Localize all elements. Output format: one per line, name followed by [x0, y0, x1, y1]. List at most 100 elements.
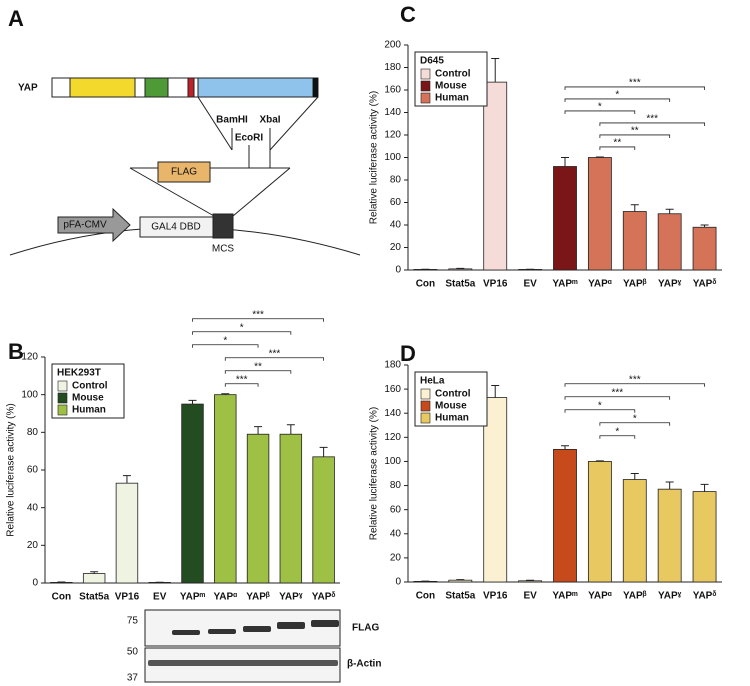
- protein-label: YAP: [18, 83, 38, 94]
- y-tick-label: 0: [395, 265, 401, 276]
- band: [148, 660, 338, 666]
- error-bar: [456, 579, 465, 581]
- y-tick-label: 60: [390, 197, 402, 208]
- legend-title: HEK293T: [57, 368, 101, 379]
- x-tick-label: YAPᵅ: [213, 592, 237, 603]
- y-tick-label: 120: [384, 432, 401, 443]
- domain: [144, 77, 169, 98]
- significance-label: ***: [269, 348, 281, 359]
- marker-label: 37: [127, 673, 139, 684]
- error-bar: [491, 384, 500, 398]
- y-axis-label: Relative luciferase activity (%): [6, 403, 17, 536]
- y-tick-label: 100: [21, 389, 38, 400]
- y-tick-label: 0: [32, 578, 38, 589]
- significance-bracket: [192, 318, 325, 322]
- bar: [587, 461, 612, 583]
- blot-panel: [144, 609, 341, 647]
- y-tick-label: 160: [384, 384, 401, 395]
- promoter-arrow: [57, 207, 131, 243]
- bar: [246, 433, 270, 584]
- x-tick-label: YAPᵟ: [312, 592, 336, 603]
- x-tick-label: Con: [416, 591, 435, 602]
- mcs-label: MCS: [212, 244, 235, 255]
- significance-bracket: [564, 98, 671, 102]
- tag-box: [157, 161, 211, 183]
- band: [277, 622, 305, 629]
- legend-label: Human: [435, 93, 469, 104]
- bar: [448, 579, 473, 583]
- significance-bracket: [599, 146, 636, 150]
- bar: [181, 403, 204, 584]
- significance-label: *: [615, 426, 619, 437]
- error-bar: [221, 393, 230, 395]
- domain-label: GAL4 DBD: [151, 222, 200, 233]
- significance-bracket: [192, 344, 259, 348]
- connector: [197, 96, 233, 151]
- y-tick-label: 20: [27, 540, 39, 551]
- significance-bracket: [564, 396, 671, 400]
- significance-bracket: [192, 331, 292, 335]
- panel-label: C: [400, 2, 416, 27]
- band: [311, 620, 339, 627]
- domain: [197, 77, 314, 98]
- x-tick-label: Stat5a: [445, 279, 475, 290]
- bar: [115, 482, 139, 584]
- y-tick-label: 200: [384, 40, 401, 51]
- bar: [553, 448, 577, 583]
- y-tick-label: 120: [21, 352, 38, 363]
- legend-title: HeLa: [420, 376, 445, 387]
- x-tick-label: YAPᵝ: [246, 592, 270, 603]
- bar: [448, 268, 473, 271]
- legend-swatch: [420, 80, 431, 92]
- y-tick-label: 100: [384, 456, 401, 467]
- x-tick-label: YAPᵐ: [180, 592, 206, 603]
- significance-label: *: [240, 322, 244, 333]
- bar-chart: B 0 20 40 60 80 100 120 Relative luciferase acti…: [6, 309, 340, 603]
- blot-row-label: FLAG: [352, 623, 379, 634]
- bar: [312, 456, 335, 584]
- y-tick-label: 180: [384, 360, 401, 371]
- significance-label: ***: [236, 374, 248, 385]
- x-tick-label: Con: [52, 592, 71, 603]
- x-tick-label: YAPᵅ: [588, 279, 612, 290]
- mcs-box: [212, 213, 234, 239]
- error-bar: [665, 208, 674, 214]
- y-tick-label: 120: [384, 130, 401, 141]
- bar: [483, 81, 508, 271]
- error-bar: [90, 571, 99, 574]
- marker-label: 50: [127, 647, 139, 658]
- significance-bracket: [599, 134, 671, 138]
- bar: [553, 166, 577, 271]
- bar: [518, 580, 543, 583]
- error-bar: [630, 204, 639, 212]
- band: [172, 630, 200, 635]
- x-tick-label: YAPᵟ: [693, 279, 717, 290]
- significance-bracket: [599, 435, 636, 439]
- connector: [269, 96, 319, 151]
- significance-label: **: [254, 361, 262, 372]
- y-tick-label: 60: [27, 465, 39, 476]
- x-tick-label: YAPᵟ: [693, 591, 717, 602]
- legend-label: Control: [435, 69, 471, 80]
- bar: [692, 491, 717, 583]
- bar: [279, 433, 303, 584]
- x-tick-label: YAPᵐ: [552, 279, 578, 290]
- significance-label: ***: [611, 387, 623, 398]
- significance-bracket: [564, 86, 705, 90]
- significance-label: *: [615, 90, 619, 101]
- y-tick-label: 140: [384, 107, 401, 118]
- band: [208, 629, 236, 634]
- error-bar: [595, 156, 604, 158]
- significance-label: **: [631, 126, 639, 137]
- bar: [622, 479, 647, 583]
- legend-title: D645: [420, 56, 444, 67]
- panel-label: B: [8, 339, 24, 364]
- legend-swatch: [57, 404, 68, 416]
- tag-label: FLAG: [171, 167, 197, 178]
- bar: [692, 226, 717, 271]
- error-bar: [700, 483, 709, 492]
- error-bar: [561, 445, 569, 450]
- y-tick-label: 80: [390, 175, 402, 186]
- x-tick-label: Stat5a: [445, 591, 475, 602]
- legend-label: Mouse: [435, 81, 467, 92]
